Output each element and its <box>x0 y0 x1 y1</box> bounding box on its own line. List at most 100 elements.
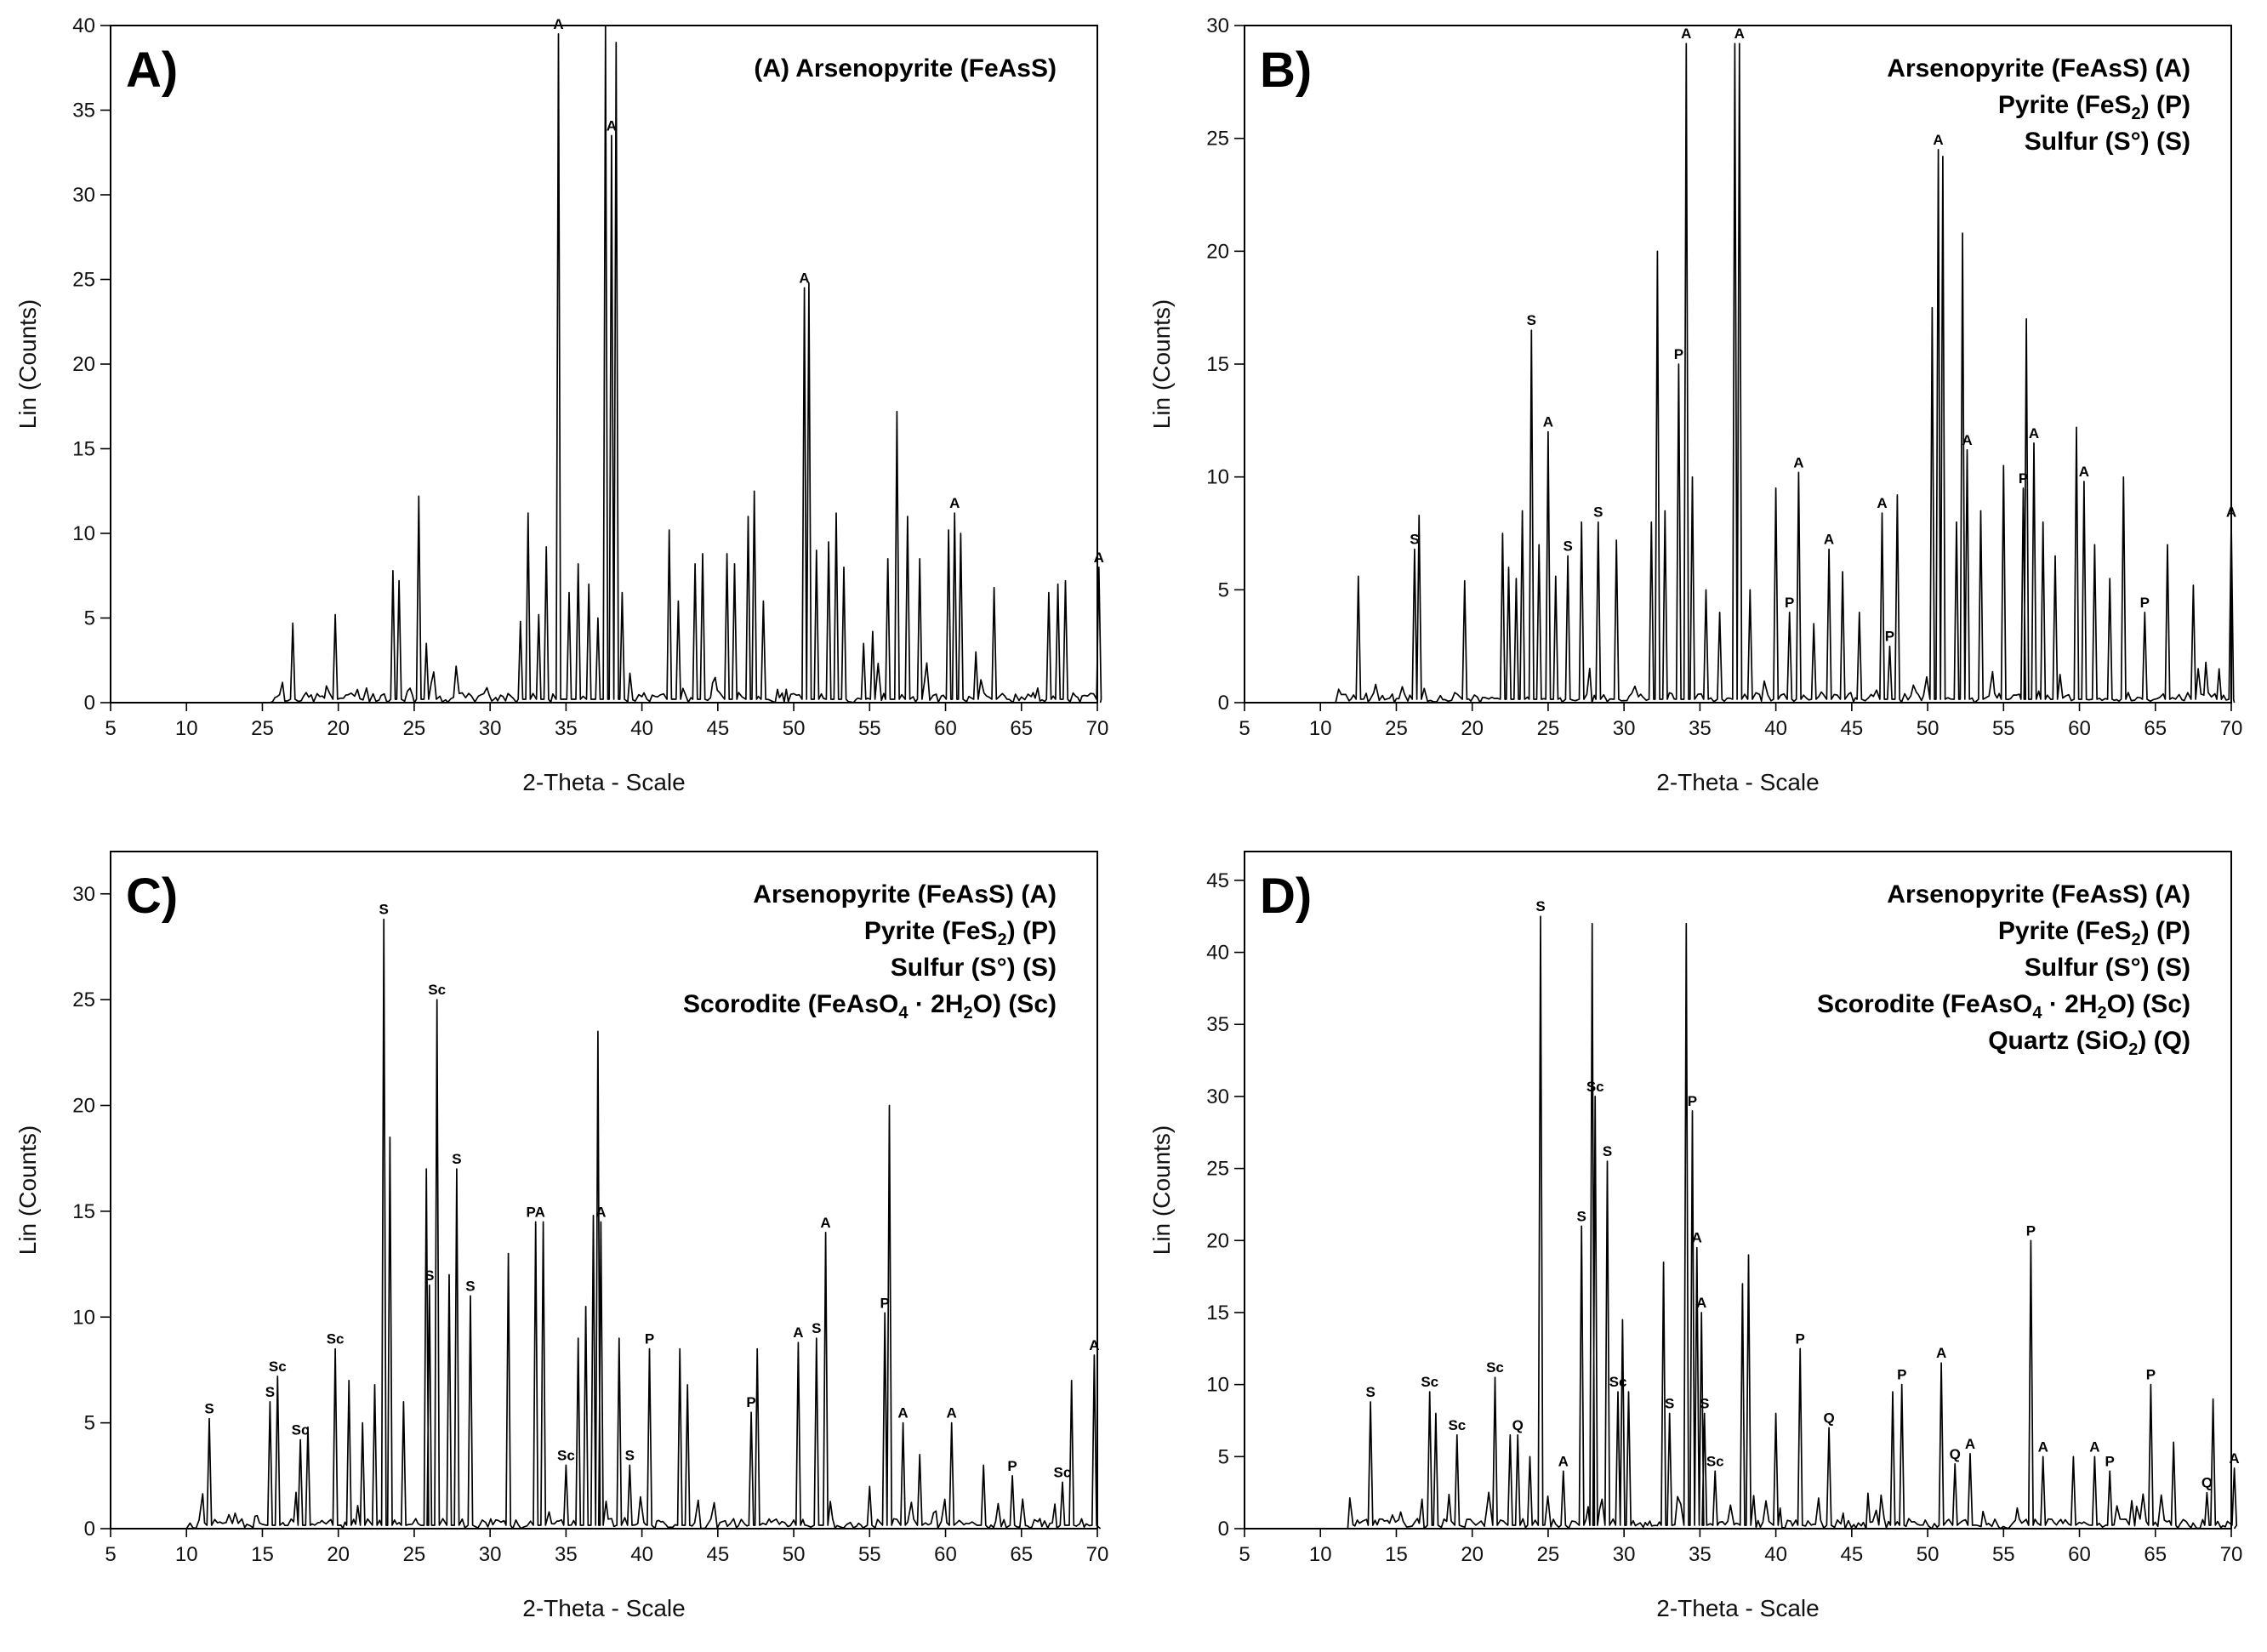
x-axis-title: 2-Theta - Scale <box>522 1595 685 1621</box>
peak-label: S <box>1665 1396 1674 1412</box>
x-tick-label: 65 <box>1010 717 1033 740</box>
x-tick-label: 35 <box>555 717 578 740</box>
peak-label: A <box>947 1405 957 1421</box>
y-tick-label: 25 <box>72 269 95 292</box>
y-tick-label: 0 <box>84 1518 95 1541</box>
legend-entry: Sulfur (S°) (S) <box>2025 128 2190 156</box>
xrd-panel-b: 0 5 10 15 20 25 30 5 10 25 20 25 30 35 40 45 50 55 60 65 70 2… <box>1134 0 2267 826</box>
peak-label: Sc <box>269 1359 287 1375</box>
panel-label: D) <box>1260 869 1312 924</box>
peak-label: Q <box>1823 1410 1834 1426</box>
x-axis-title: 2-Theta - Scale <box>1656 1595 1819 1621</box>
x-tick-label: 10 <box>175 717 198 740</box>
legend-entry: Arsenopyrite (FeAsS) (A) <box>1887 54 2190 83</box>
peak-label: S <box>1700 1396 1709 1412</box>
peak-label: A <box>1681 26 1691 42</box>
y-tick-label: 10 <box>1206 1374 1229 1397</box>
y-tick-label: 25 <box>1206 128 1229 151</box>
y-tick-label: 5 <box>1218 1445 1229 1468</box>
peak-label: Sc <box>1054 1464 1072 1480</box>
peak-label: A <box>2079 464 2089 480</box>
x-tick-label: 25 <box>1385 717 1408 740</box>
x-tick-label: 20 <box>327 717 350 740</box>
x-tick-label: 20 <box>1461 717 1484 740</box>
x-tick-label: 65 <box>2144 717 2167 740</box>
legend-entry: Quartz (SiO2) (Q) <box>1988 1027 2190 1059</box>
y-tick-label: 15 <box>72 438 95 461</box>
y-tick-label: 40 <box>1206 942 1229 965</box>
legend-entry: Scorodite (FeAsO4 · 2H2O) (Sc) <box>683 990 1057 1023</box>
peak-label: P <box>1785 595 1794 611</box>
peak-label: A <box>1089 1337 1099 1353</box>
peak-label: S <box>1593 504 1603 521</box>
panel-label: A) <box>126 43 178 98</box>
legend-entry: (A) Arsenopyrite (FeAsS) <box>754 54 1057 83</box>
x-tick-label: 70 <box>1086 1543 1109 1566</box>
x-tick-label: 30 <box>1613 717 1636 740</box>
y-tick-label: 0 <box>1218 692 1229 715</box>
x-tick-label: 25 <box>1537 1543 1560 1566</box>
x-tick-label: 35 <box>555 1543 578 1566</box>
y-tick-label: 15 <box>1206 1302 1229 1324</box>
peak-label: Q <box>1512 1417 1524 1433</box>
peak-label: Sc <box>557 1447 575 1463</box>
y-tick-label: 5 <box>84 607 95 630</box>
peak-label: P <box>2140 595 2150 611</box>
peak-label: S <box>1365 1384 1375 1400</box>
y-tick-label: 30 <box>72 184 95 207</box>
peak-label: Sc <box>428 982 446 998</box>
legend-entry: Arsenopyrite (FeAsS) (A) <box>753 880 1057 909</box>
x-tick-label: 25 <box>403 717 426 740</box>
peak-label: S <box>1410 532 1419 548</box>
x-tick-label: 30 <box>479 1543 502 1566</box>
peak-label: A <box>897 1405 908 1421</box>
legend-entry: Scorodite (FeAsO4 · 2H2O) (Sc) <box>1817 990 2190 1023</box>
peak-label: Sc <box>292 1422 310 1438</box>
x-tick-label: 20 <box>327 1543 350 1566</box>
x-tick-label: 50 <box>783 717 806 740</box>
peak-label: A <box>1692 1230 1702 1246</box>
x-tick-label: 50 <box>1917 1543 1939 1566</box>
x-tick-label: 40 <box>630 1543 653 1566</box>
x-tick-label: 35 <box>1689 1543 1712 1566</box>
plot-frame <box>1244 851 2232 1530</box>
peak-label: Q <box>1950 1446 1961 1462</box>
peak-label: S <box>465 1278 475 1294</box>
legend-entry: Pyrite (FeS2) (P) <box>1998 91 2190 123</box>
peak-label: P <box>1007 1458 1017 1474</box>
y-axis-title: Lin (Counts) <box>14 299 41 430</box>
x-tick-label: 30 <box>1613 1543 1636 1566</box>
x-tick-label: 55 <box>1992 1543 2015 1566</box>
y-tick-label: 25 <box>72 988 95 1011</box>
x-tick-label: 60 <box>2068 717 2091 740</box>
x-tick-label: 45 <box>706 1543 729 1566</box>
x-tick-label: 55 <box>1992 717 2015 740</box>
peak-label: A <box>949 495 960 511</box>
x-tick-label: 15 <box>251 1543 274 1566</box>
peak-label: S <box>1577 1208 1586 1224</box>
peak-label: S <box>452 1151 461 1167</box>
peak-label: Sc <box>1421 1374 1438 1390</box>
peak-label: A <box>1936 1345 1946 1361</box>
x-axis-title: 2-Theta - Scale <box>1656 769 1819 795</box>
xrd-panel-d: 0 5 10 15 20 25 30 35 40 45 5 10 15 20 25 30 35 40 45 50 55 6… <box>1134 826 2267 1652</box>
x-tick-label: 5 <box>1239 1543 1250 1566</box>
peak-label: P <box>1795 1330 1804 1347</box>
peak-label: A <box>1094 550 1104 566</box>
plot-frame <box>110 851 1098 1530</box>
x-tick-label: 30 <box>479 717 502 740</box>
y-tick-label: 35 <box>72 100 95 122</box>
peak-label: Q <box>2201 1475 2213 1491</box>
x-tick-label: 45 <box>1840 717 1863 740</box>
peak-label: Sc <box>1706 1453 1724 1469</box>
peak-label: A <box>2038 1438 2048 1455</box>
peak-label: Sc <box>1586 1079 1604 1095</box>
x-tick-label: 10 <box>1309 1543 1332 1566</box>
y-tick-label: 10 <box>72 522 95 545</box>
x-tick-label: 45 <box>1840 1543 1863 1566</box>
xrd-panel-a: 0 5 10 15 20 25 30 35 40 5 10 25 20 25 30 35 40 45 50 55 60 6… <box>0 0 1133 826</box>
peak-label: PA <box>527 1204 545 1220</box>
peak-label: P <box>1688 1093 1697 1109</box>
peak-label: A <box>2089 1438 2099 1455</box>
